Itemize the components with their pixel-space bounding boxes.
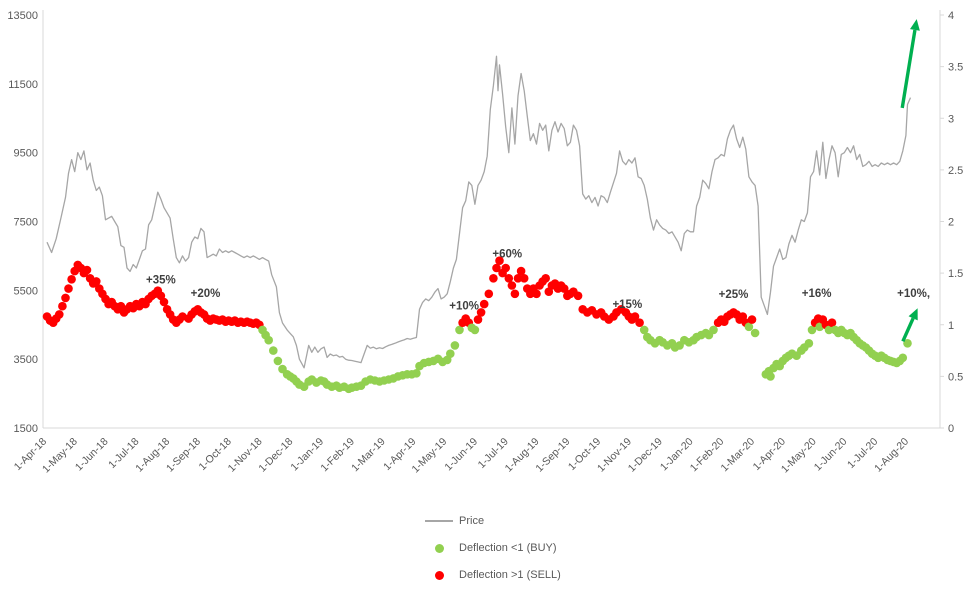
x-axis-tick-label: 1-Jun-20 <box>812 436 850 474</box>
left-axis-tick-label: 9500 <box>14 148 38 160</box>
buy-dot <box>744 322 754 332</box>
buy-dot <box>804 339 814 348</box>
sell-dot <box>492 263 501 273</box>
sell-dot <box>630 312 640 321</box>
buy-dot <box>903 339 912 348</box>
gain-annotation: +15% <box>612 299 642 311</box>
buy-dot <box>709 325 718 335</box>
right-axis-tick-label: 1 <box>948 320 954 332</box>
sell-dot <box>532 289 541 299</box>
sell-dot <box>827 318 837 328</box>
buy-dot <box>446 349 455 359</box>
buy-dot <box>412 369 421 378</box>
legend-item-sell: Deflection >1 (SELL) <box>424 566 561 584</box>
sell-dot <box>519 274 529 283</box>
gain-annotation: +20% <box>191 288 221 300</box>
sell-dot <box>489 274 498 283</box>
right-axis-tick-label: 3.5 <box>948 62 963 74</box>
sell-dot <box>67 275 76 284</box>
sell-dot <box>479 299 489 309</box>
gain-annotation: +10%, <box>897 288 930 300</box>
gain-annotation: +60% <box>492 249 522 261</box>
buy-dot <box>639 325 649 335</box>
right-axis-tick-label: 2.5 <box>948 165 963 177</box>
trend-arrow-shaft <box>901 317 915 342</box>
sell-dot <box>92 277 101 286</box>
x-axis-tick-label: 1-Sep-18 <box>164 436 203 475</box>
legend-item-buy: Deflection <1 (BUY) <box>424 539 561 557</box>
left-axis-tick-label: 1500 <box>14 423 38 435</box>
right-axis-tick-label: 4 <box>948 10 954 22</box>
buy-dot <box>824 325 834 335</box>
buy-dot <box>455 325 464 335</box>
legend-label-sell: Deflection >1 (SELL) <box>459 569 561 581</box>
sell-dot <box>559 284 569 293</box>
right-axis-tick-label: 0 <box>948 423 954 435</box>
sell-dot <box>513 274 523 283</box>
buy-dot <box>766 372 775 381</box>
buy-dot-swatch <box>424 543 454 553</box>
buy-dot <box>898 353 908 363</box>
sell-dot-swatch <box>424 570 454 580</box>
sell-dot <box>573 291 583 301</box>
buy-dot <box>807 325 817 335</box>
buy-dot <box>750 328 760 338</box>
gain-annotation: +16% <box>802 288 832 300</box>
right-axis-tick-label: 0.5 <box>948 371 963 383</box>
gain-annotation: +35% <box>146 274 176 286</box>
price-line <box>46 55 912 369</box>
sell-dot <box>495 256 504 266</box>
buy-dot <box>264 335 274 345</box>
x-axis-tick-label: 1-Dec-19 <box>626 436 665 475</box>
sell-dot <box>473 315 483 324</box>
sell-dot <box>484 289 494 299</box>
right-axis-tick-label: 2 <box>948 217 954 229</box>
legend-label-price: Price <box>459 515 485 527</box>
left-axis-tick-label: 3500 <box>14 354 38 366</box>
sell-dot <box>159 297 169 307</box>
trend-arrow-head <box>909 19 920 31</box>
sell-dot <box>64 284 73 293</box>
sell-dot <box>635 318 644 328</box>
x-axis-tick-label: 1-Aug-20 <box>872 436 911 475</box>
legend-label-buy: Deflection <1 (BUY) <box>459 542 557 554</box>
sell-dot <box>541 274 550 283</box>
trend-arrow-head <box>908 308 918 321</box>
price-line-swatch <box>424 520 454 522</box>
right-axis-tick-label: 3 <box>948 113 954 125</box>
x-axis-tick-label: 1-Mar-19 <box>349 436 388 475</box>
sell-dot <box>504 274 514 283</box>
x-axis-tick-label: 1-Mar-20 <box>719 436 758 475</box>
left-axis-tick-label: 7500 <box>14 217 38 229</box>
left-axis-tick-label: 13500 <box>7 10 38 22</box>
x-axis-tick-label: 1-Sep-19 <box>533 436 572 475</box>
x-axis-tick-label: 1-Jun-19 <box>442 436 480 474</box>
right-axis-tick-label: 1.5 <box>948 268 963 280</box>
sell-dot <box>55 310 64 319</box>
sell-dot <box>61 293 70 303</box>
sell-dot <box>58 301 67 311</box>
sell-dot <box>82 265 92 275</box>
sell-dot <box>476 308 486 317</box>
sell-dot <box>747 315 757 324</box>
sell-dot <box>516 266 526 276</box>
buy-dot <box>450 341 460 350</box>
gain-annotation: +10% <box>449 300 479 312</box>
buy-dot <box>470 325 480 335</box>
buy-dot <box>273 356 283 366</box>
sell-dot <box>507 281 517 290</box>
gain-annotation: +25% <box>719 289 749 301</box>
sell-dot <box>501 263 511 273</box>
buy-dot <box>269 346 278 355</box>
left-axis-tick-label: 11500 <box>8 79 38 91</box>
trend-arrow-shaft <box>900 29 917 109</box>
left-axis-tick-label: 5500 <box>14 285 38 297</box>
chart-legend: Price Deflection <1 (BUY) Deflection >1 … <box>424 512 561 584</box>
sell-dot <box>510 289 520 299</box>
x-axis-tick-label: 1-Jun-18 <box>73 436 111 474</box>
legend-item-price: Price <box>424 512 561 530</box>
x-axis-tick-label: 1-Dec-18 <box>256 436 295 475</box>
